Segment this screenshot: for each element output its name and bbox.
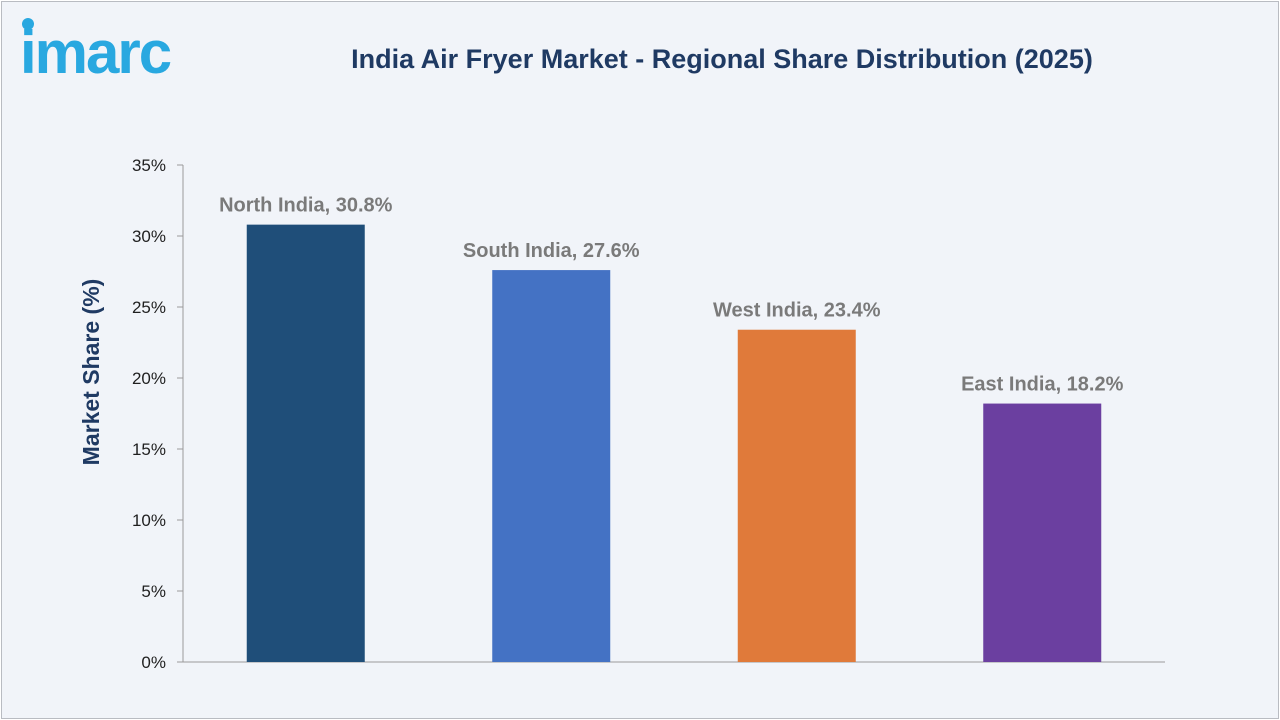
y-tick-label: 0% <box>141 653 166 672</box>
bar-west-india <box>737 329 856 662</box>
imarc-logo: imarc <box>20 18 173 86</box>
data-labels: North India, 30.8% South India, 27.6% West… <box>219 195 1124 396</box>
bar-north-india <box>246 224 365 662</box>
chart-title: India Air Fryer Market - Regional Share … <box>351 44 1093 74</box>
y-axis-label: Market Share (%) <box>78 279 104 466</box>
data-label: West India, 23.4% <box>713 300 881 322</box>
bar-east-india <box>983 403 1102 662</box>
y-tick-label: 5% <box>141 582 166 601</box>
y-tick-label: 25% <box>132 298 166 317</box>
y-tick-label: 20% <box>132 369 166 388</box>
data-label: South India, 27.6% <box>463 240 640 262</box>
bar-south-india <box>492 270 611 662</box>
y-tick-label: 15% <box>132 440 166 459</box>
y-tick-label: 35% <box>132 156 166 175</box>
y-ticks: 0% 5% 10% 15% 20% 25% 30% 35% <box>132 156 183 672</box>
bars <box>246 224 1102 662</box>
data-label: North India, 30.8% <box>219 195 393 217</box>
brand-wordmark: imarc <box>20 19 171 86</box>
y-tick-label: 10% <box>132 511 166 530</box>
data-label: East India, 18.2% <box>961 374 1124 396</box>
y-tick-label: 30% <box>132 227 166 246</box>
logo-dot <box>22 18 34 30</box>
